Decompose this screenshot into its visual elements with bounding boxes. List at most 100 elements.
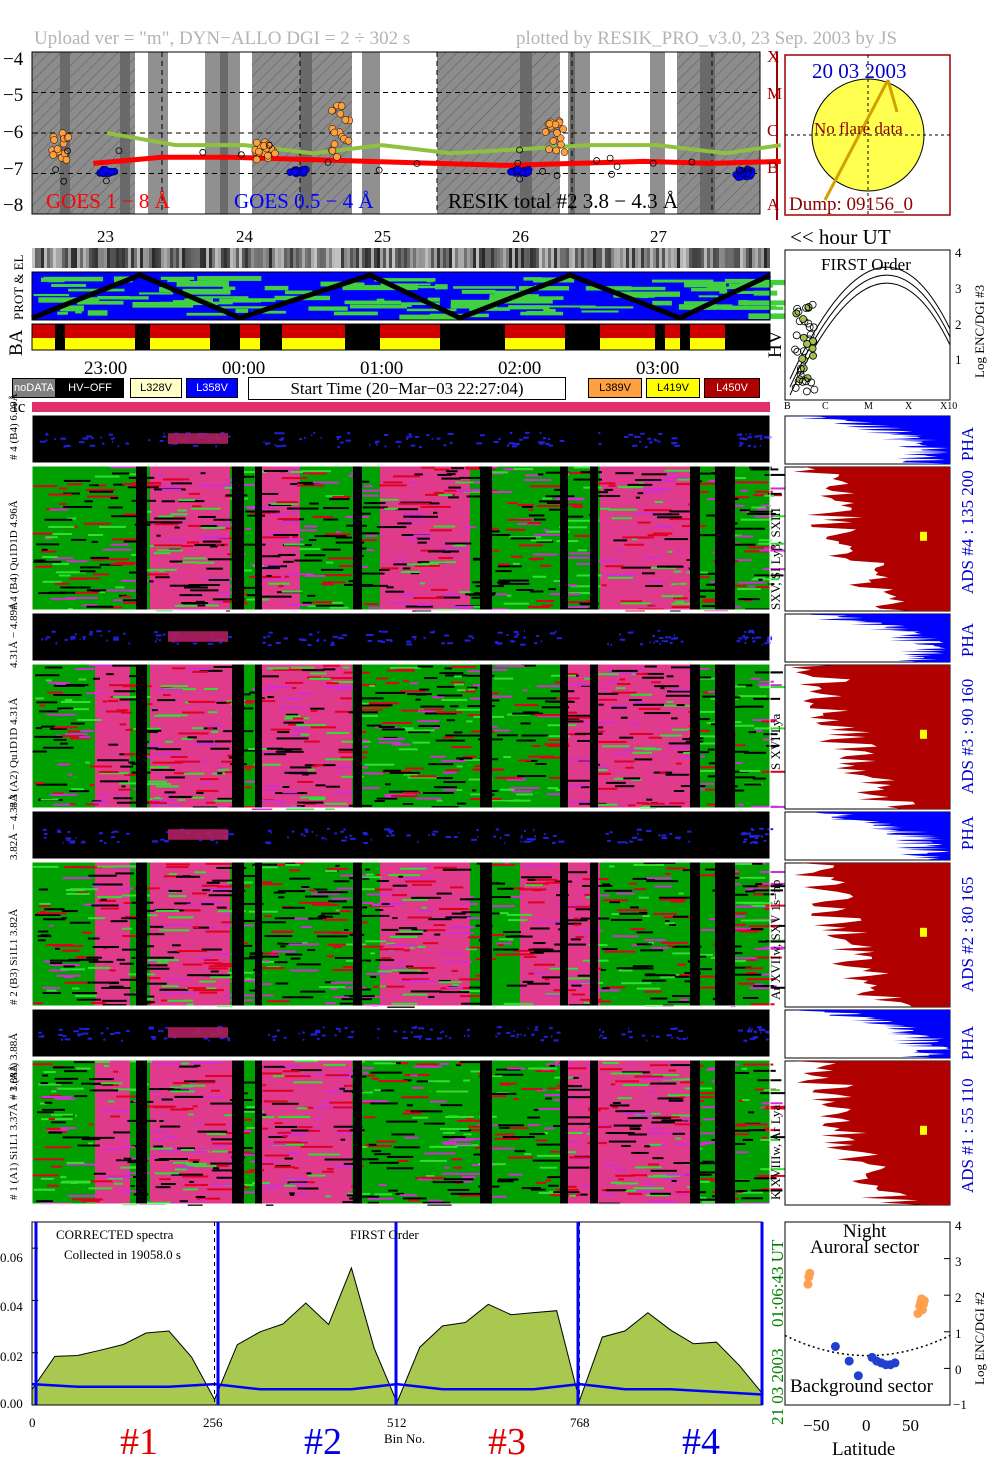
- heat-line: [48, 969, 68, 972]
- prot-el-green: [616, 286, 666, 291]
- heat-line: [392, 894, 407, 897]
- heat-line: [210, 747, 230, 750]
- pha-speck: [749, 841, 752, 844]
- heat-line: [700, 576, 710, 579]
- pha-speck: [539, 441, 545, 444]
- heat-line: [436, 892, 452, 895]
- heat-line: [657, 516, 682, 519]
- heat-line: [324, 981, 335, 984]
- heat-line: [545, 735, 571, 738]
- pha-speck: [113, 636, 119, 639]
- pha-speck: [158, 1029, 162, 1032]
- pha-speck: [535, 1026, 539, 1029]
- pha-speck: [336, 1027, 341, 1030]
- heat-line: [199, 980, 216, 983]
- pha-speck: [741, 438, 748, 441]
- heat-line: [393, 1146, 420, 1149]
- heat-line: [514, 1150, 526, 1153]
- histo-fill: [785, 614, 950, 662]
- heat-line: [240, 1186, 250, 1189]
- heat-line: [732, 744, 746, 747]
- heat-line: [170, 513, 188, 516]
- heat-line: [577, 549, 587, 552]
- heat-line: [290, 1193, 295, 1196]
- pha-speck: [504, 842, 506, 845]
- heat-gap: [560, 862, 568, 1006]
- sun-dump: Dump: 09156_0: [789, 194, 914, 215]
- heat-line: [284, 749, 292, 752]
- heat-line: [283, 543, 305, 546]
- spectrum-ytick: 0.06: [0, 1250, 23, 1265]
- heat-line: [755, 490, 773, 493]
- strip-segment: [308, 248, 311, 268]
- heat-line: [129, 571, 141, 574]
- heat-line: [410, 1074, 418, 1077]
- heat-line: [41, 725, 56, 728]
- heat-gap: [353, 466, 362, 610]
- ba-label: BA: [6, 329, 27, 356]
- heat-line: [486, 863, 516, 866]
- heat-line: [645, 974, 676, 977]
- heat-line: [664, 922, 676, 925]
- heat-line: [103, 947, 108, 950]
- pha-speck: [523, 840, 527, 843]
- heat-line: [329, 987, 338, 990]
- sun-pointer: [886, 79, 899, 113]
- pha-speck: [493, 441, 499, 444]
- pha-speck: [159, 439, 164, 442]
- pha-speck: [162, 435, 167, 438]
- pha-speck: [646, 1039, 648, 1042]
- heat-line: [147, 914, 158, 917]
- strip-segment: [626, 248, 629, 268]
- heat-line: [518, 759, 532, 762]
- strip-segment: [560, 248, 563, 268]
- heat-line: [89, 484, 99, 487]
- first-order-point: [792, 309, 801, 318]
- heat-line: [526, 697, 557, 700]
- pha-speck: [43, 836, 47, 839]
- heat-line: [273, 510, 280, 513]
- heat-line: [605, 565, 624, 568]
- strip-segment: [137, 248, 140, 268]
- heat-line: [666, 1173, 699, 1176]
- heat-line: [204, 974, 230, 977]
- pha-speck: [743, 1039, 748, 1042]
- heat-line: [383, 481, 403, 484]
- heat-line: [527, 982, 550, 985]
- pha-speck: [209, 838, 215, 841]
- strip-segment: [497, 248, 500, 268]
- heat-line: [654, 685, 679, 688]
- heat-line: [722, 770, 749, 773]
- heat-line: [187, 736, 197, 739]
- heat-line: [443, 1143, 472, 1146]
- strip-segment: [500, 248, 503, 268]
- heat-line: [129, 473, 141, 476]
- heat-line: [653, 1174, 681, 1177]
- strip-segment: [197, 248, 200, 268]
- heat-line: [294, 559, 323, 562]
- pha-speck: [414, 435, 420, 438]
- heat-line: [40, 911, 47, 914]
- heat-line: [177, 561, 198, 564]
- heat-line: [649, 566, 677, 569]
- pha-speck: [686, 1037, 688, 1040]
- heat-line: [650, 1169, 677, 1172]
- pha-speck: [510, 1034, 515, 1037]
- heat-line: [44, 908, 65, 911]
- pha-speck: [67, 830, 71, 833]
- heat-line: [337, 1129, 353, 1132]
- heat-line: [381, 728, 405, 731]
- heat-line: [592, 730, 605, 733]
- heat-line: [88, 874, 117, 877]
- prot-el-green: [401, 302, 440, 306]
- pha-speck: [82, 1032, 89, 1035]
- heat-line: [577, 739, 593, 742]
- goes-class-m: M: [767, 84, 783, 103]
- pha-speck: [468, 635, 473, 638]
- prot-el-green: [77, 300, 124, 305]
- heat-line: [200, 525, 217, 528]
- heat-line: [199, 669, 223, 672]
- strip-segment: [617, 248, 620, 268]
- hour-label: 23: [97, 227, 114, 246]
- heat-line: [236, 586, 255, 589]
